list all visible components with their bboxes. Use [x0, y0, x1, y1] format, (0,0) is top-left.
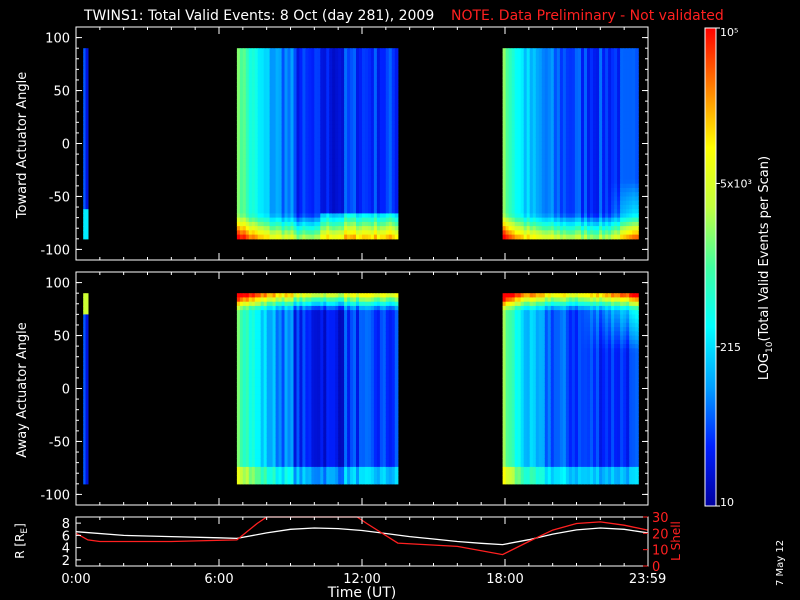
y-tick-label: 0	[62, 138, 70, 153]
chart-title: TWINS1: Total Valid Events: 8 Oct (day 2…	[83, 8, 434, 24]
y-tick-label: 100	[45, 277, 70, 292]
r-series-line	[75, 527, 648, 546]
preliminary-note: NOTE. Data Preliminary - Not validated	[451, 8, 724, 24]
heatmap-segment	[83, 48, 89, 240]
orbit-ylabel: R [RE]	[13, 523, 30, 559]
heatmap-segment	[502, 48, 639, 240]
y-tick-label: 0	[62, 383, 70, 398]
orbit-right-tick-label: 20	[652, 527, 669, 542]
y-tick-label: -100	[40, 243, 70, 258]
heatmap-segment	[236, 293, 399, 485]
colorbar-bar	[704, 27, 717, 507]
x-axis-label: Time (UT)	[327, 585, 396, 600]
orbit-right-tick-label: 30	[652, 511, 669, 526]
toward-ylabel: Toward Actuator Angle	[15, 72, 30, 219]
orbit-y-tick-label: 2	[62, 554, 70, 569]
colorbar-tick-label: 5x10³	[720, 177, 752, 190]
colorbar-tick-label: 10	[720, 496, 734, 509]
colorbar-label: LOG10(Total Valid Events per Scan)	[757, 156, 775, 380]
orbit-y-tick-label: 6	[62, 529, 70, 544]
heatmap-segment	[83, 293, 89, 485]
y-tick-label: 100	[45, 32, 70, 47]
heatmap-segment	[502, 293, 639, 485]
orbit-y-tick-label: 8	[62, 517, 70, 532]
x-tick-label: 0:00	[61, 572, 90, 587]
orbit-right-tick-label: 10	[652, 544, 669, 559]
l-shell-series-line	[75, 516, 648, 556]
orbit-right-tick-label: 0	[652, 560, 660, 575]
colorbar: 10 215 5x10³ 10⁵	[704, 26, 752, 509]
heatmap-segment	[236, 48, 399, 240]
y-tick-label: -100	[40, 488, 70, 503]
orbit-y-tick-label: 4	[62, 542, 70, 557]
heatmap-toward-panel: -100 -50 0 50 100	[40, 26, 649, 261]
colorbar-tick-label: 215	[720, 341, 741, 354]
x-tick-label: 18:00	[486, 572, 523, 587]
y-tick-label: 50	[53, 85, 70, 100]
x-tick-label: 12:00	[343, 572, 380, 587]
away-ylabel: Away Actuator Angle	[15, 322, 30, 457]
colorbar-tick-label: 10⁵	[720, 26, 738, 39]
x-tick-label: 23:59	[629, 572, 666, 587]
y-tick-label: -50	[49, 190, 70, 205]
orbit-ylabel-right: L Shell	[669, 521, 683, 561]
y-tick-label: -50	[49, 435, 70, 450]
heatmap-away-panel: -100 -50 0 50 100	[40, 271, 649, 506]
y-tick-label: 50	[53, 330, 70, 345]
x-tick-label: 6:00	[204, 572, 233, 587]
date-stamp: 7 May 12	[775, 540, 786, 586]
